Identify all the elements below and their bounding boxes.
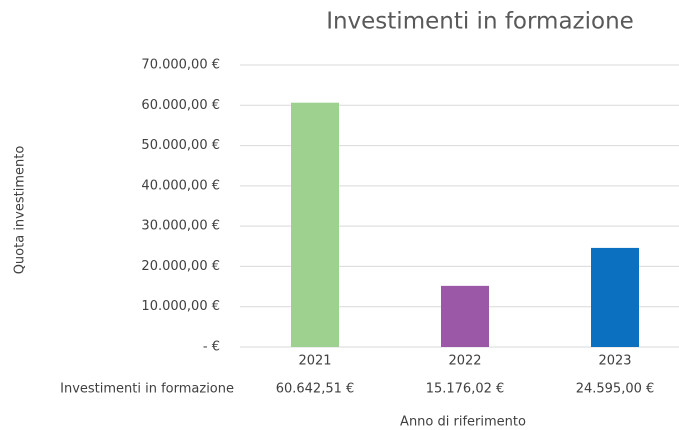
y-tick-label: 30.000,00 € bbox=[141, 219, 220, 234]
bar bbox=[591, 247, 639, 347]
x-tick-label: 2022 bbox=[448, 354, 481, 369]
chart-title: Investimenti in formazione bbox=[326, 9, 634, 35]
table-value: 60.642,51 € bbox=[276, 382, 355, 397]
y-tick-label: 70.000,00 € bbox=[141, 58, 220, 73]
y-axis-label: Quota investimento bbox=[13, 146, 28, 275]
y-tick-label: 40.000,00 € bbox=[141, 178, 220, 193]
x-tick-label: 2021 bbox=[298, 354, 331, 369]
x-tick-label: 2023 bbox=[598, 354, 631, 369]
y-tick-label: 60.000,00 € bbox=[141, 98, 220, 113]
bar bbox=[441, 285, 489, 347]
table-value: 24.595,00 € bbox=[576, 382, 655, 397]
y-tick-label: 20.000,00 € bbox=[141, 259, 220, 274]
y-tick-label: - € bbox=[203, 340, 220, 355]
x-axis-label: Anno di riferimento bbox=[400, 415, 526, 430]
table-row-label: Investimenti in formazione bbox=[60, 382, 234, 397]
y-tick-label: 50.000,00 € bbox=[141, 138, 220, 153]
table-value: 15.176,02 € bbox=[426, 382, 505, 397]
bar bbox=[291, 102, 339, 347]
y-tick-label: 10.000,00 € bbox=[141, 299, 220, 314]
